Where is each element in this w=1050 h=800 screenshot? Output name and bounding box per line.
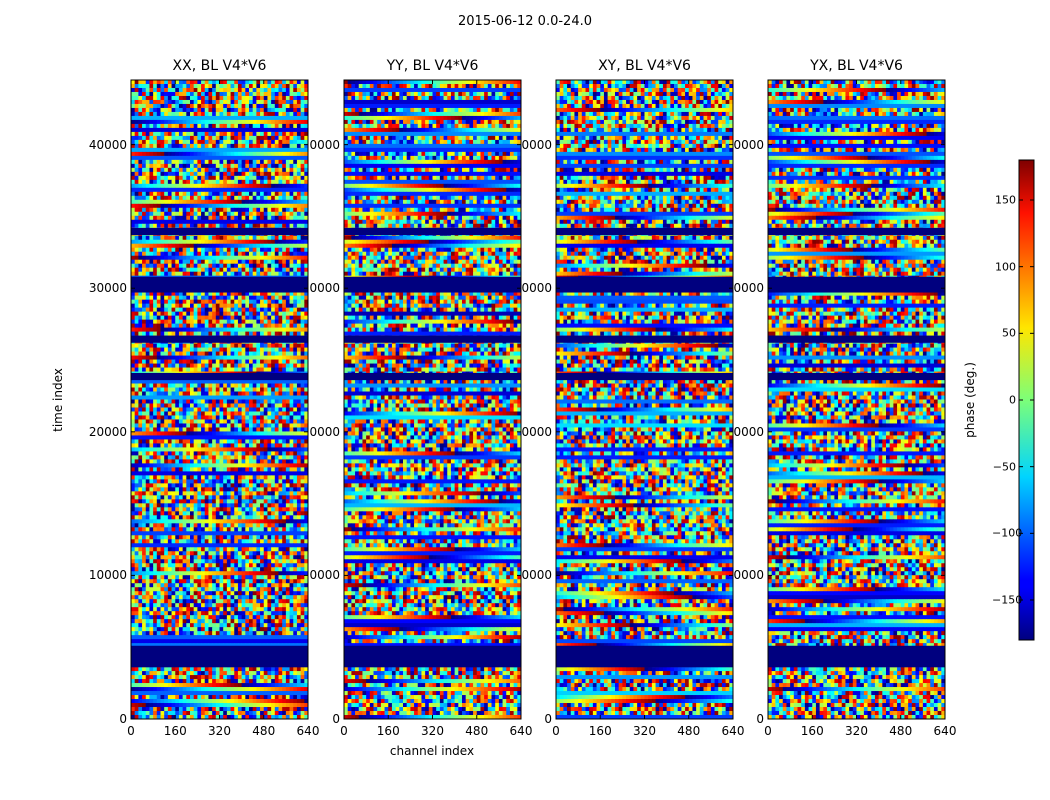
x-tick-label: 0 xyxy=(552,724,560,738)
y-tick-label: 0000 xyxy=(521,138,552,152)
y-tick-label: 0 xyxy=(544,712,552,726)
flagged-band xyxy=(344,335,521,343)
x-tick-label: 640 xyxy=(297,724,320,738)
flagged-band xyxy=(556,227,733,236)
y-tick-label: 10000 xyxy=(89,568,127,582)
flagged-band xyxy=(556,372,733,381)
flagged-band xyxy=(768,227,945,236)
y-tick-label: 0000 xyxy=(521,281,552,295)
heatmap-panel xyxy=(555,79,734,720)
y-tick-label: 40000 xyxy=(89,138,127,152)
flagged-band xyxy=(768,335,945,343)
flagged-band xyxy=(344,276,521,293)
colorbar-tick-label: 150 xyxy=(992,194,1016,207)
x-tick-label: 160 xyxy=(377,724,400,738)
flagged-band xyxy=(131,645,308,668)
colorbar-tick-label: 50 xyxy=(992,327,1016,340)
flagged-band xyxy=(131,276,308,293)
colorbar-label: phase (deg.) xyxy=(963,362,977,438)
y-tick-label: 0000 xyxy=(309,568,340,582)
colorbar-tick-label: −150 xyxy=(992,594,1022,607)
x-tick-label: 0 xyxy=(340,724,348,738)
x-tick-label: 640 xyxy=(510,724,533,738)
y-tick-label: 0000 xyxy=(733,138,764,152)
y-tick-label: 0 xyxy=(119,712,127,726)
x-tick-label: 0 xyxy=(764,724,772,738)
x-tick-label: 160 xyxy=(801,724,824,738)
x-tick-label: 480 xyxy=(889,724,912,738)
flagged-band xyxy=(344,227,521,236)
y-tick-label: 30000 xyxy=(89,281,127,295)
y-tick-label: 0000 xyxy=(521,568,552,582)
y-tick-label: 0000 xyxy=(733,425,764,439)
x-tick-label: 480 xyxy=(252,724,275,738)
x-axis-label: channel index xyxy=(390,744,474,758)
x-tick-label: 320 xyxy=(633,724,656,738)
flagged-band xyxy=(556,335,733,343)
y-tick-label: 0000 xyxy=(309,138,340,152)
flagged-band xyxy=(131,227,308,236)
x-tick-label: 160 xyxy=(589,724,612,738)
heatmap-panel xyxy=(343,79,522,720)
x-tick-label: 0 xyxy=(127,724,135,738)
flagged-band xyxy=(768,276,945,293)
y-tick-label: 0 xyxy=(332,712,340,726)
y-tick-label: 0000 xyxy=(733,568,764,582)
x-tick-label: 480 xyxy=(465,724,488,738)
colorbar-tick-label: −100 xyxy=(992,527,1022,540)
colorbar-tick-label: 0 xyxy=(992,394,1016,407)
panel-title: YY, BL V4*V6 xyxy=(387,58,479,74)
y-tick-label: 20000 xyxy=(89,425,127,439)
flagged-band xyxy=(131,335,308,343)
colorbar-tick-label: 100 xyxy=(992,260,1016,273)
x-tick-label: 160 xyxy=(164,724,187,738)
colorbar-tick-label: −50 xyxy=(992,460,1016,473)
x-tick-label: 640 xyxy=(934,724,957,738)
flagged-band xyxy=(768,372,945,381)
panel-title: XY, BL V4*V6 xyxy=(598,58,691,74)
panel-title: YX, BL V4*V6 xyxy=(810,58,903,74)
y-tick-label: 0000 xyxy=(309,425,340,439)
flagged-band xyxy=(556,645,733,668)
y-tick-label: 0000 xyxy=(733,281,764,295)
flagged-band xyxy=(768,645,945,668)
figure-suptitle: 2015-06-12 0.0-24.0 xyxy=(0,14,1050,29)
y-tick-label: 0 xyxy=(756,712,764,726)
heatmap-panel xyxy=(130,79,309,720)
heatmap-panel xyxy=(767,79,946,720)
y-tick-label: 0000 xyxy=(521,425,552,439)
flagged-band xyxy=(556,276,733,293)
x-tick-label: 320 xyxy=(208,724,231,738)
x-tick-label: 320 xyxy=(421,724,444,738)
x-tick-label: 640 xyxy=(722,724,745,738)
panel-title: XX, BL V4*V6 xyxy=(173,58,267,74)
flagged-band xyxy=(131,372,308,381)
y-tick-label: 0000 xyxy=(309,281,340,295)
x-tick-label: 320 xyxy=(845,724,868,738)
flagged-band xyxy=(344,645,521,668)
flagged-band xyxy=(344,372,521,381)
x-tick-label: 480 xyxy=(677,724,700,738)
y-axis-label: time index xyxy=(51,368,65,432)
